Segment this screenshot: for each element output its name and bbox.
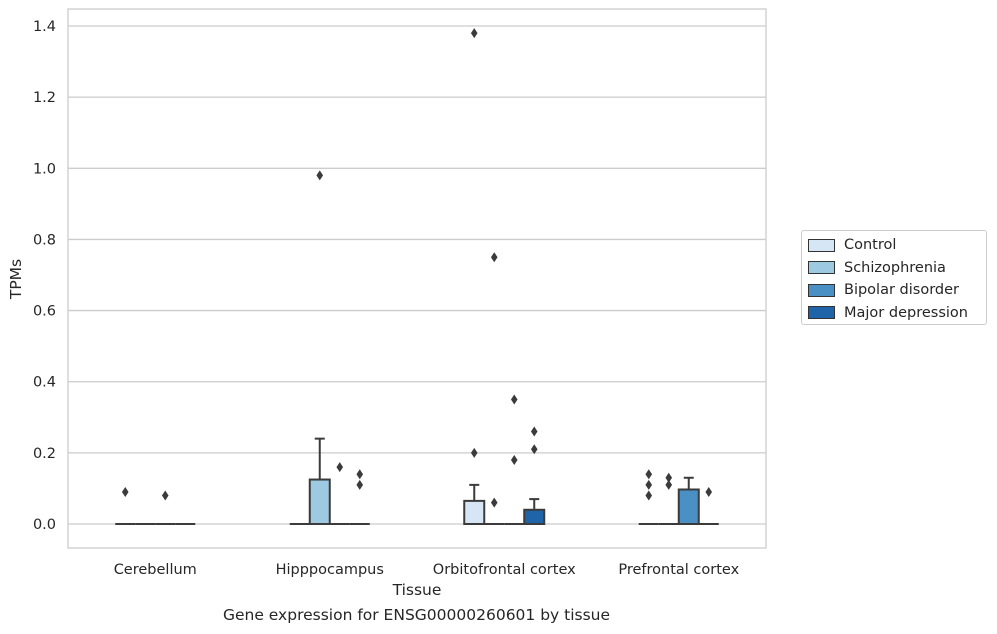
y-tick-label: 1.4 [33,19,56,35]
legend-swatch-bipolar-disorder [808,283,835,297]
box [308,478,331,526]
y-tick-label: 0.4 [33,375,56,391]
grid-lines [68,25,766,525]
legend-swatch-control [808,238,835,252]
outlier-point [470,447,478,458]
x-tick-label: Orbitofrontal cortex [433,562,576,578]
y-tick-label: 1.2 [33,90,56,106]
y-tick-labels: 0.0 0.2 0.4 0.6 0.8 1.0 1.2 1.4 [33,19,56,533]
y-axis-label: TPMs [7,259,25,300]
legend-label-bipolar-disorder: Bipolar disorder [844,282,959,299]
outlier-point [665,479,673,490]
x-tick-label: Cerebellum [114,562,197,578]
y-tick-label: 1.0 [33,161,56,177]
outlier-point [490,252,498,263]
x-axis-label: Tissue [392,581,442,599]
box [523,508,546,526]
legend: Control Schizophrenia Bipolar disorder M… [801,230,987,325]
box [463,499,486,525]
legend-item-schizophrenia: Schizophrenia [808,257,986,280]
legend-label-schizophrenia: Schizophrenia [844,259,946,276]
outlier-point [356,479,364,490]
plot-frame [67,8,767,549]
outlier-point [356,469,364,480]
x-tick-label: Prefrontal cortex [618,562,739,578]
outlier-point [645,479,653,490]
outlier-point [530,444,538,455]
legend-swatch-major-depression [808,306,835,320]
outlier-point [530,426,538,437]
outlier-point [510,454,518,465]
outlier-point [645,469,653,480]
outlier-point [121,486,129,497]
outlier-point [510,394,518,405]
chart-caption: Gene expression for ENSG00000260601 by t… [222,606,611,624]
outlier-point [705,486,713,497]
legend-label-control: Control [844,237,897,254]
y-tick-label: 0.6 [33,304,56,320]
legend-item-control: Control [808,234,986,257]
legend-swatch-schizophrenia [808,261,835,275]
x-tick-labels: Cerebellum Hipppocampus Orbitofrontal cort… [114,562,740,578]
box-plot-marks [115,28,719,526]
outlier-point [645,490,653,501]
box [677,488,700,525]
outlier-point [316,170,324,181]
y-tick-label: 0.0 [33,517,56,533]
outlier-point [470,28,478,39]
outlier-point [665,472,673,483]
x-tick-label: Hipppocampus [276,562,384,578]
y-tick-label: 0.2 [33,446,56,462]
outlier-point [490,497,498,508]
outlier-point [161,490,169,501]
legend-item-bipolar-disorder: Bipolar disorder [808,279,986,302]
legend-label-major-depression: Major depression [844,304,968,321]
legend-item-major-depression: Major depression [808,302,986,325]
outlier-point [336,462,344,473]
y-tick-label: 0.8 [33,232,56,248]
